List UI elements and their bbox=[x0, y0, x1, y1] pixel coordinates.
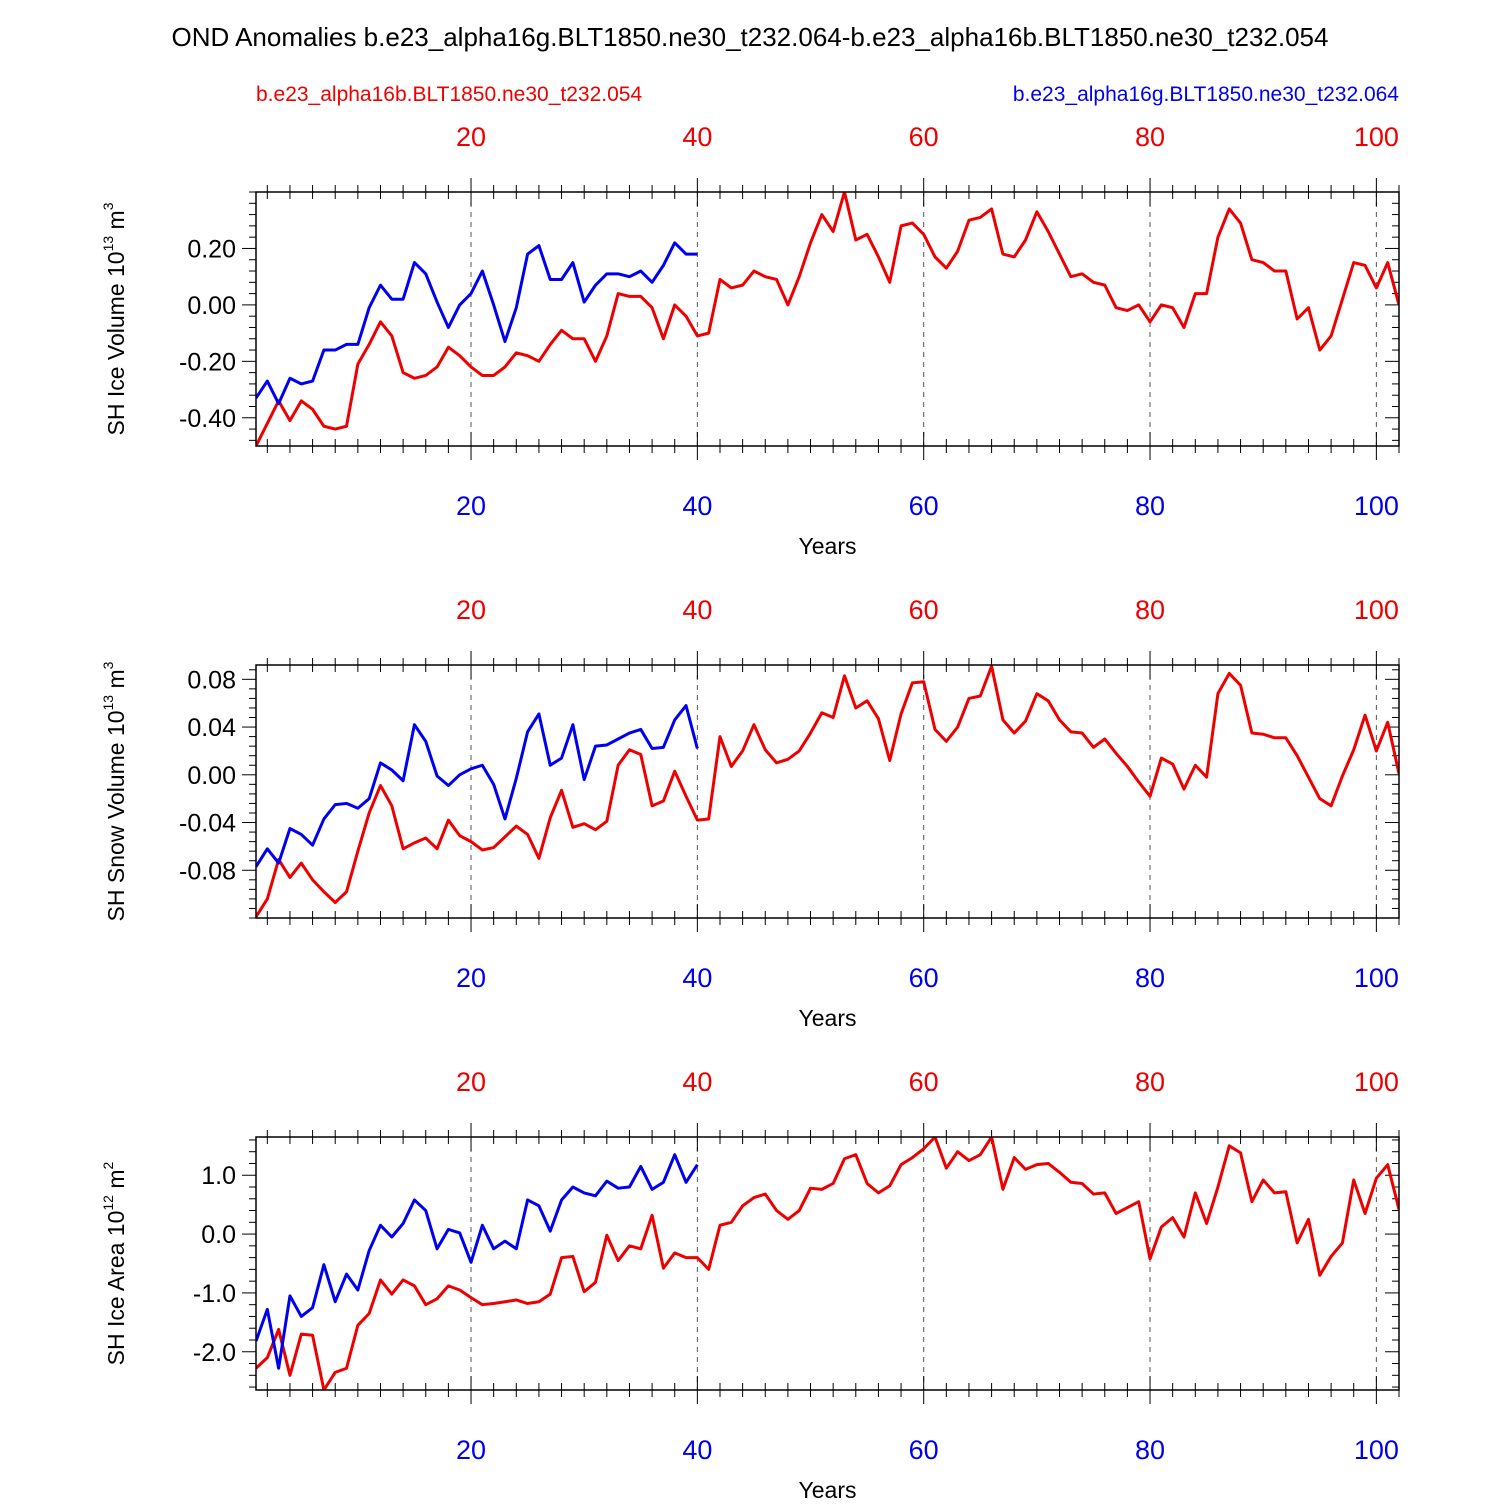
y-tick-label: 0.00 bbox=[187, 762, 236, 790]
bottom-x-tick-label: 60 bbox=[909, 491, 939, 521]
top-x-tick-label: 20 bbox=[456, 122, 486, 152]
series-line-blue bbox=[256, 241, 698, 406]
y-axis-label-exp: 13 bbox=[100, 236, 116, 252]
plot-frame bbox=[255, 1136, 1400, 1391]
plot-frame bbox=[255, 191, 1400, 447]
y-axis-label-text: SH Snow Volume 10 bbox=[103, 710, 129, 921]
top-x-tick-label: 80 bbox=[1135, 122, 1165, 152]
y-axis-label-unit-exp: 3 bbox=[100, 202, 116, 210]
bottom-x-tick-label: 40 bbox=[682, 963, 712, 993]
y-tick-label: -0.20 bbox=[179, 348, 236, 376]
y-axis-label-unit-exp: 2 bbox=[100, 1161, 116, 1169]
bottom-x-tick-label: 100 bbox=[1354, 963, 1399, 993]
panel-3: -2.0 -1.0 0.0 1.0 20 20 40 40 60 60 80 80 100 100 Year… bbox=[100, 1067, 1400, 1503]
plot-frame bbox=[255, 664, 1400, 919]
panel-2: -0.08 -0.04 0.00 0.04 0.08 20 20 40 40 60 60 80 80 10… bbox=[100, 595, 1400, 1031]
series-line-red bbox=[256, 192, 1399, 446]
y-tick-label: 0.00 bbox=[187, 292, 236, 320]
y-axis-label-exp: 13 bbox=[100, 695, 116, 711]
top-x-tick-label: 100 bbox=[1354, 595, 1399, 625]
y-tick-label: 1.0 bbox=[201, 1162, 236, 1190]
legend-red-label: b.e23_alpha16b.BLT1850.ne30_t232.054 bbox=[256, 83, 642, 106]
y-axis-label: SH Snow Volume 1013 m3 bbox=[100, 661, 129, 921]
bottom-x-tick-label: 40 bbox=[682, 491, 712, 521]
bottom-x-tick-label: 40 bbox=[682, 1435, 712, 1465]
top-x-tick-label: 80 bbox=[1135, 595, 1165, 625]
panel-1: -0.40 -0.20 0.00 0.20 20 20 40 40 60 60 80 80 100 100… bbox=[100, 122, 1400, 559]
y-tick-label: 0.0 bbox=[201, 1221, 236, 1249]
bottom-x-tick-label: 60 bbox=[909, 963, 939, 993]
legend-blue-label: b.e23_alpha16g.BLT1850.ne30_t232.064 bbox=[1013, 83, 1399, 106]
y-axis-label-exp: 12 bbox=[100, 1195, 116, 1211]
y-axis-label-unit: m bbox=[103, 669, 129, 695]
top-x-tick-label: 40 bbox=[682, 1067, 712, 1097]
x-axis-label: Years bbox=[799, 1005, 857, 1031]
top-x-tick-label: 60 bbox=[909, 595, 939, 625]
top-x-tick-label: 100 bbox=[1354, 122, 1399, 152]
top-x-tick-label: 40 bbox=[682, 122, 712, 152]
top-x-tick-label: 20 bbox=[456, 595, 486, 625]
y-tick-label: 0.04 bbox=[187, 714, 236, 742]
bottom-x-tick-label: 80 bbox=[1135, 963, 1165, 993]
bottom-x-tick-label: 100 bbox=[1354, 1435, 1399, 1465]
bottom-x-tick-label: 20 bbox=[456, 963, 486, 993]
bottom-x-tick-label: 20 bbox=[456, 491, 486, 521]
bottom-x-tick-label: 20 bbox=[456, 1435, 486, 1465]
y-axis-label: SH Ice Volume 1013 m3 bbox=[100, 202, 129, 435]
y-tick-label: -2.0 bbox=[193, 1339, 236, 1367]
y-tick-label: -0.40 bbox=[179, 405, 236, 433]
y-axis-label-text: SH Ice Volume 10 bbox=[103, 251, 129, 435]
series-line-blue bbox=[256, 704, 699, 868]
top-x-tick-label: 20 bbox=[456, 1067, 486, 1097]
bottom-x-tick-label: 80 bbox=[1135, 1435, 1165, 1465]
y-tick-label: -0.08 bbox=[179, 857, 236, 885]
top-x-tick-label: 60 bbox=[909, 122, 939, 152]
y-axis-label-unit: m bbox=[103, 1169, 129, 1195]
top-x-tick-label: 80 bbox=[1135, 1067, 1165, 1097]
y-axis-label-unit: m bbox=[103, 210, 129, 236]
x-axis-label: Years bbox=[799, 1477, 857, 1500]
y-axis-label-unit-exp: 3 bbox=[100, 661, 116, 669]
panels: -0.40 -0.20 0.00 0.20 20 20 40 40 60 60 80 80 100 100… bbox=[100, 122, 1400, 1503]
top-x-tick-label: 100 bbox=[1354, 1067, 1399, 1097]
top-x-tick-label: 60 bbox=[909, 1067, 939, 1097]
y-tick-label: -0.04 bbox=[179, 810, 236, 838]
bottom-x-tick-label: 80 bbox=[1135, 491, 1165, 521]
bottom-x-tick-label: 100 bbox=[1354, 491, 1399, 521]
series-line-red bbox=[256, 1137, 1399, 1390]
y-axis-label-text: SH Ice Area 10 bbox=[103, 1211, 129, 1366]
y-tick-label: 0.08 bbox=[187, 666, 236, 694]
bottom-x-tick-label: 60 bbox=[909, 1435, 939, 1465]
series-line-blue bbox=[256, 1153, 699, 1370]
y-axis-label: SH Ice Area 1012 m2 bbox=[100, 1161, 129, 1365]
y-tick-label: 0.20 bbox=[187, 235, 236, 263]
series-line-red bbox=[256, 665, 1399, 918]
figure-title: OND Anomalies b.e23_alpha16g.BLT1850.ne3… bbox=[172, 22, 1329, 52]
y-tick-label: -1.0 bbox=[193, 1280, 236, 1308]
x-axis-label: Years bbox=[799, 533, 857, 559]
top-x-tick-label: 40 bbox=[682, 595, 712, 625]
